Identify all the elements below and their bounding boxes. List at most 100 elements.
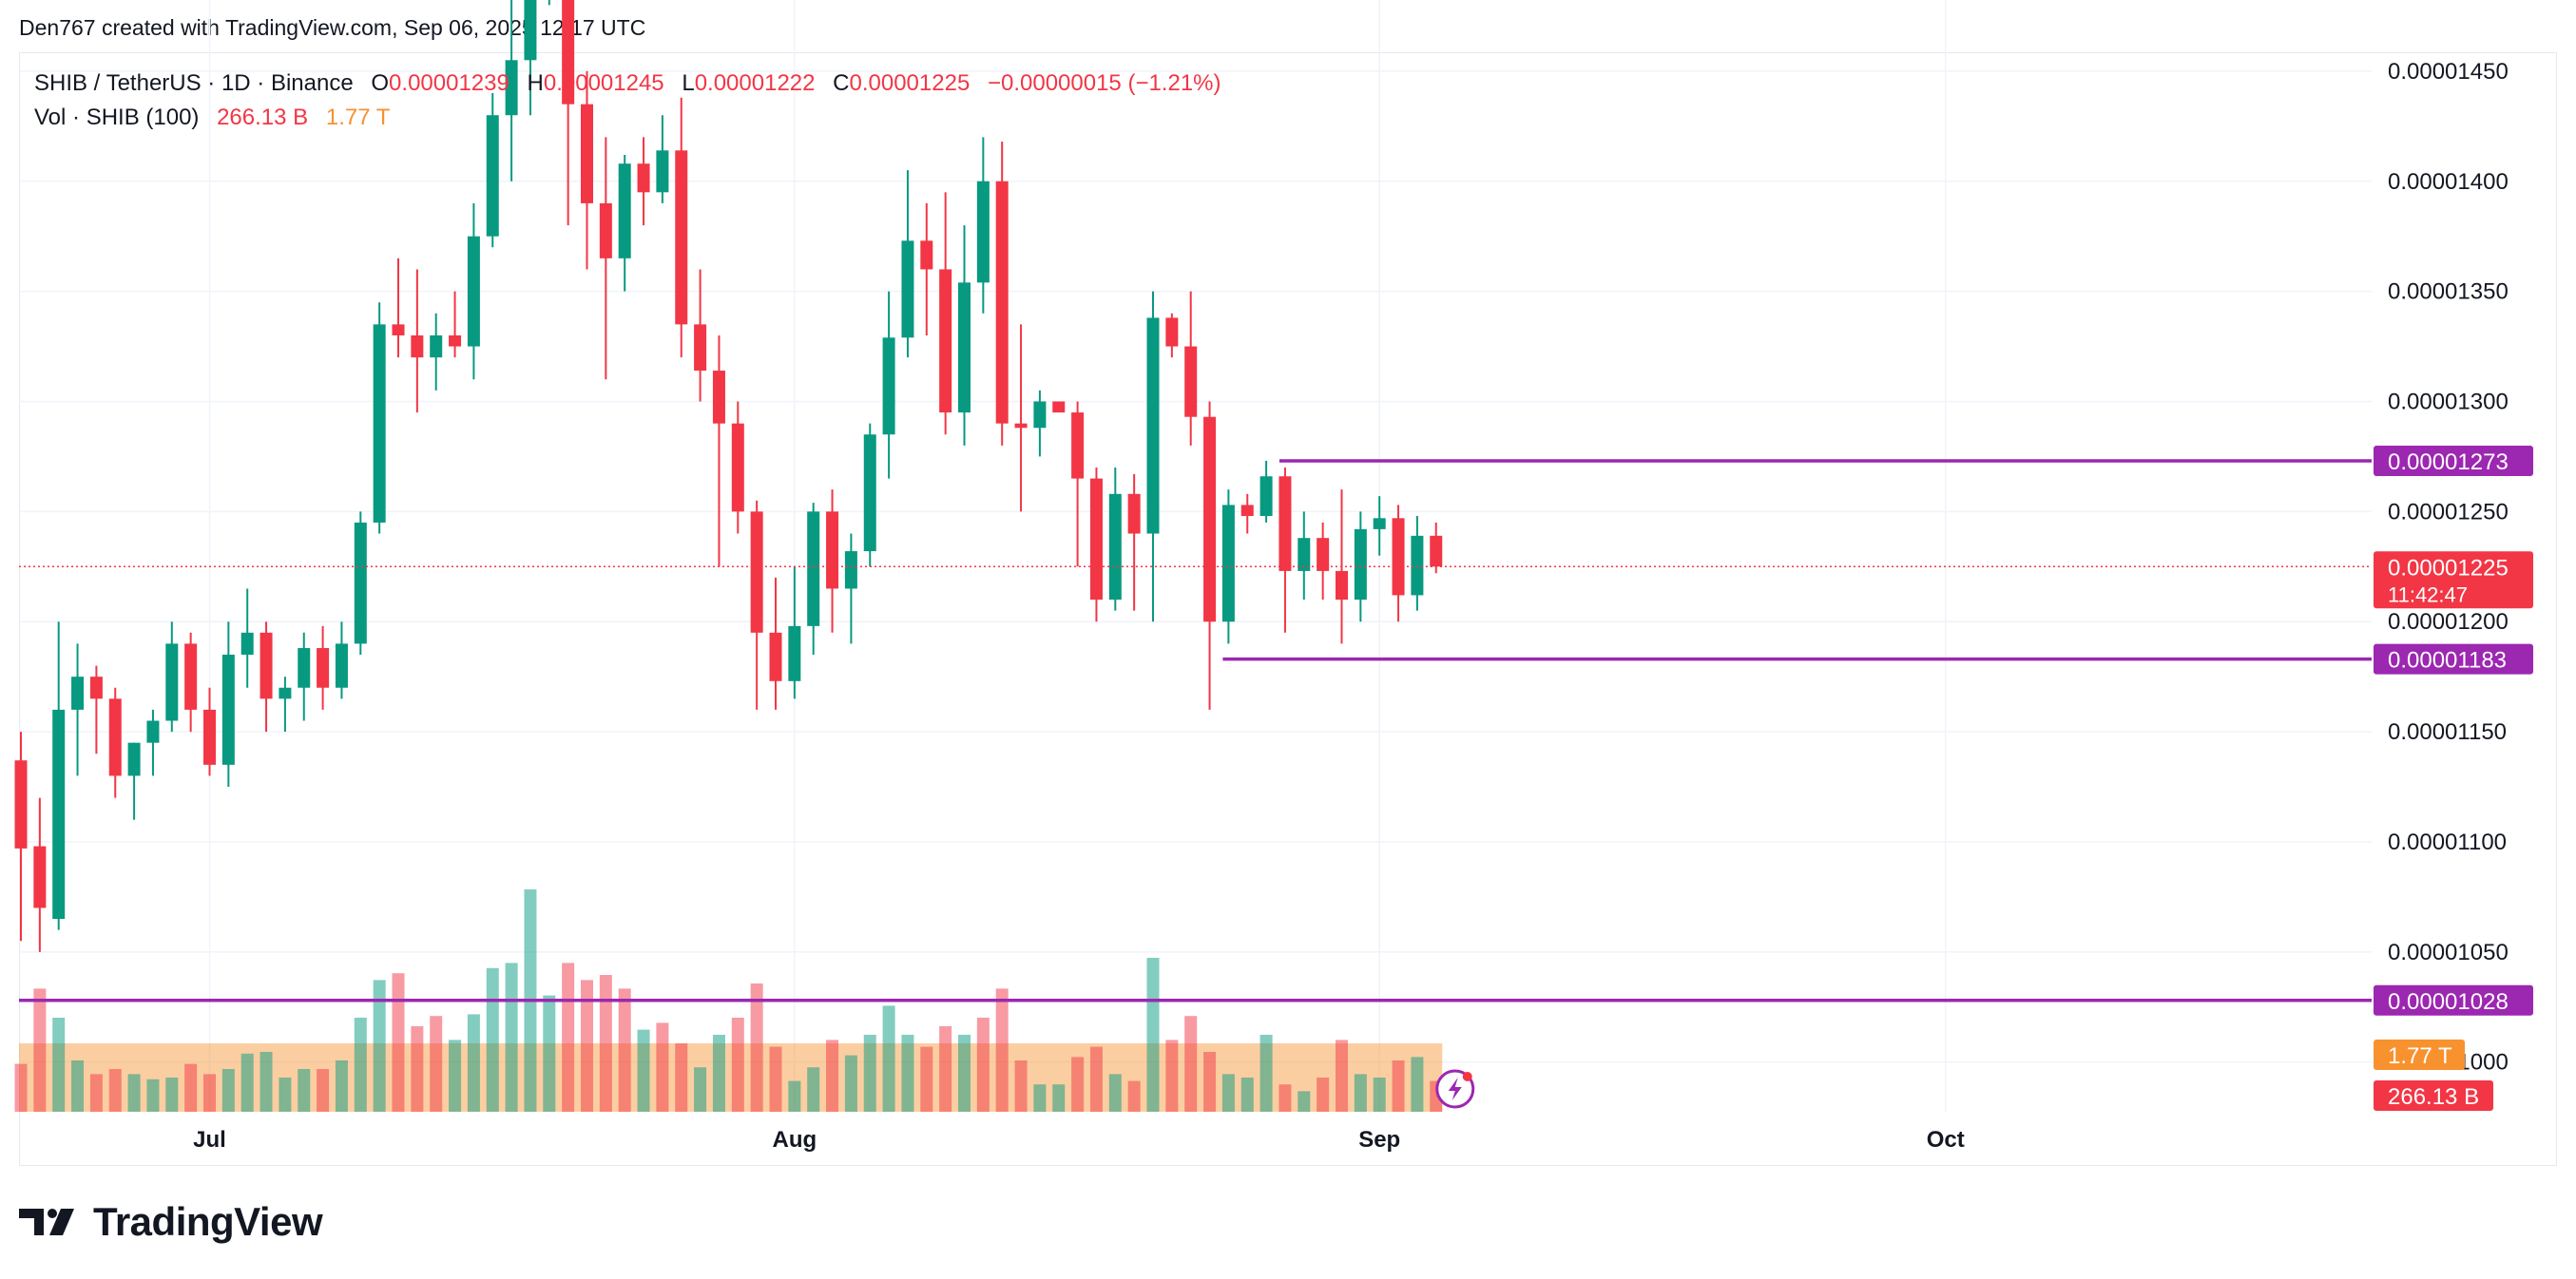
candle-body: [354, 522, 367, 644]
candle-body: [562, 0, 575, 105]
candle-body: [335, 643, 348, 688]
x-tick-label: Sep: [1358, 1127, 1400, 1153]
volume-bar: [449, 1040, 462, 1112]
volume-bar: [637, 1029, 650, 1112]
volume-bar: [1336, 1040, 1348, 1112]
candle-body: [920, 240, 933, 270]
candle-body: [298, 648, 311, 688]
candle-body: [995, 181, 1009, 424]
volume-bar: [1127, 1080, 1141, 1112]
candle-body: [731, 423, 744, 512]
volume-bar: [958, 1035, 971, 1112]
tradingview-logo[interactable]: TradingView: [19, 1199, 323, 1245]
candle-body: [524, 0, 537, 61]
candle-body: [505, 60, 518, 116]
grid-layer: [19, 0, 2372, 1112]
volume-bar: [203, 1074, 216, 1112]
volume-bar: [1278, 1084, 1292, 1112]
candle-body: [1298, 538, 1311, 571]
y-tick-label: 0.00001150: [2388, 719, 2507, 745]
candle-body: [618, 163, 631, 258]
volume-bar: [1184, 1016, 1198, 1112]
y-tick-label: 0.00001050: [2388, 940, 2509, 965]
ohlc-row: SHIB / TetherUS · 1D · Binance O0.000012…: [34, 67, 1221, 101]
volume-bar: [146, 1079, 160, 1112]
volume-badge: [2374, 1080, 2493, 1111]
candle-body: [449, 334, 462, 347]
volume-bar: [788, 1080, 801, 1112]
notification-dot: [1462, 1072, 1472, 1081]
candle-body: [958, 282, 971, 413]
volume-bar: [298, 1069, 311, 1112]
chart-credit: Den767 created with TradingView.com, Sep…: [19, 15, 646, 40]
volume-bar: [1108, 1074, 1122, 1112]
chart-legend: SHIB / TetherUS · 1D · Binance O0.000012…: [34, 67, 1221, 135]
volume-badge-label: 266.13 B: [2388, 1084, 2479, 1110]
candle-body: [788, 625, 801, 681]
low-value: 0.00001222: [694, 70, 816, 96]
last-price-badge: [2374, 551, 2533, 609]
candle-body: [1373, 518, 1386, 529]
volume-bar: [656, 1022, 669, 1112]
countdown-label: 11:42:47: [2388, 582, 2468, 606]
candle-body: [1259, 476, 1273, 516]
candle-body: [1165, 317, 1179, 347]
volume-bar: [731, 1018, 744, 1112]
price-chart[interactable]: 0.00001450 0.00001400 0.00001350 0.00001300…: [0, 0, 2576, 1178]
candle-body: [769, 632, 782, 681]
candle-body: [1221, 505, 1235, 622]
candle-body: [901, 240, 914, 338]
candle-body: [108, 698, 122, 776]
candle-body: [240, 632, 254, 655]
tradingview-logo-icon: [19, 1209, 74, 1235]
last-price-label: 0.00001225: [2388, 555, 2509, 581]
candle-body: [184, 643, 198, 710]
volume-bar: [844, 1055, 857, 1112]
volume-bar: [430, 1016, 443, 1112]
volume-bar: [1373, 1078, 1386, 1112]
volume-bar: [33, 988, 47, 1112]
candle-body: [430, 334, 443, 358]
close-value: 0.00001225: [849, 70, 971, 96]
volume-bar: [750, 983, 763, 1112]
candle-body: [1089, 478, 1103, 601]
tradingview-wordmark: TradingView: [93, 1199, 323, 1244]
candle-body: [467, 236, 480, 347]
volume-bar: [1071, 1057, 1085, 1112]
volume-bar: [1089, 1046, 1103, 1112]
volume-bar: [1259, 1035, 1273, 1112]
candle-body: [882, 337, 895, 435]
y-tick-label: 0.00001350: [2388, 279, 2509, 305]
candle-body: [939, 269, 952, 413]
level-layer: [19, 459, 2372, 1002]
candle-body: [203, 709, 216, 765]
volume-bar: [260, 1052, 273, 1112]
candle-body: [317, 648, 330, 688]
x-tick-label: Oct: [1927, 1127, 1965, 1153]
candle-body: [279, 687, 292, 699]
volume-bar: [165, 1078, 179, 1112]
y-tick-label: 0.00001400: [2388, 169, 2509, 195]
volume-bar: [1411, 1057, 1424, 1112]
candle-body: [1033, 401, 1047, 429]
volume-bar: [184, 1063, 198, 1112]
candle-body: [581, 104, 593, 203]
level-price-label: 0.00001273: [2388, 449, 2509, 475]
candle-body: [1411, 535, 1424, 596]
volume-bar: [1221, 1074, 1235, 1112]
y-tick-label: 0.00001450: [2388, 59, 2509, 85]
volume-bar: [71, 1060, 85, 1112]
volume-bar: [694, 1067, 707, 1112]
y-tick-label: 0.00001100: [2388, 830, 2507, 855]
volume-bar: [1165, 1040, 1179, 1112]
volume-bar: [581, 980, 593, 1112]
candle-body: [863, 434, 876, 552]
volume-bar: [505, 963, 518, 1112]
volume-bar: [901, 1035, 914, 1112]
volume-label: Vol · SHIB (100): [34, 105, 200, 130]
volume-bar: [976, 1018, 990, 1112]
high-value: 0.00001245: [543, 70, 664, 96]
volume-bar: [599, 975, 612, 1112]
candle-body: [1071, 412, 1085, 479]
level-price-badge: [2374, 446, 2533, 477]
